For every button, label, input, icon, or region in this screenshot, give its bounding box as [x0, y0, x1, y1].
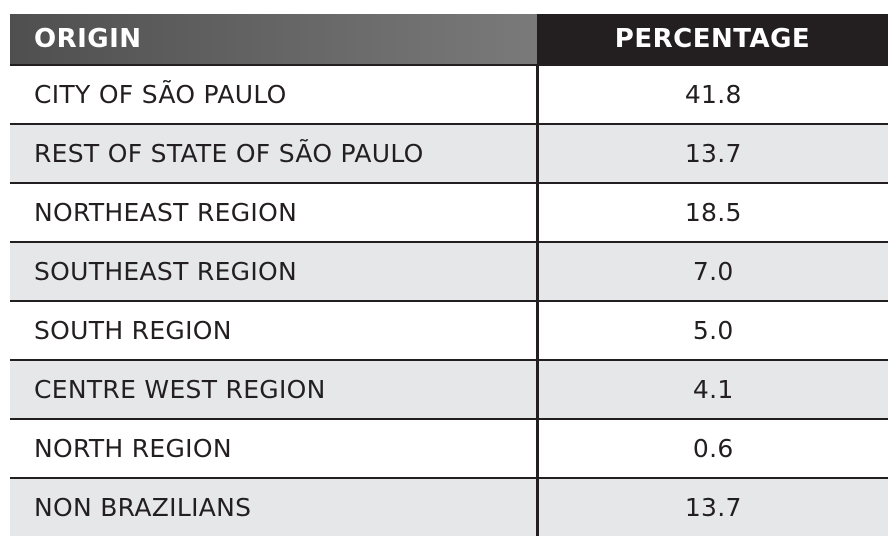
- header-row: ORIGIN PERCENTAGE: [10, 14, 888, 65]
- percentage-cell: 13.7: [537, 478, 888, 536]
- table-header: ORIGIN PERCENTAGE: [10, 14, 888, 65]
- header-cell: PERCENTAGE: [537, 14, 888, 65]
- percentage-cell: 13.7: [537, 124, 888, 184]
- origin-cell: CITY OF SÃO PAULO: [10, 64, 539, 125]
- origin-table: ORIGIN PERCENTAGE CITY OF SÃO PAULO 41.8 R…: [10, 14, 888, 536]
- table-body: CITY OF SÃO PAULO 41.8 REST OF STATE OF SÃ…: [10, 64, 888, 536]
- table-row: REST OF STATE OF SÃO PAULO 13.7: [10, 124, 888, 184]
- table-row: SOUTHEAST REGION 7.0: [10, 242, 888, 302]
- origin-cell: REST OF STATE OF SÃO PAULO: [10, 124, 539, 184]
- table-row: SOUTH REGION 5.0: [10, 301, 888, 361]
- table-row: CENTRE WEST REGION 4.1: [10, 360, 888, 420]
- percentage-cell: 5.0: [537, 301, 888, 361]
- origin-cell: NON BRAZILIANS: [10, 478, 539, 536]
- origin-cell: SOUTH REGION: [10, 301, 539, 361]
- table-container: ORIGIN PERCENTAGE CITY OF SÃO PAULO 41.8 R…: [10, 14, 888, 536]
- table-row: NORTH REGION 0.6: [10, 419, 888, 479]
- origin-cell: NORTHEAST REGION: [10, 183, 539, 243]
- origin-cell: CENTRE WEST REGION: [10, 360, 539, 420]
- origin-cell: SOUTHEAST REGION: [10, 242, 539, 302]
- table-row: CITY OF SÃO PAULO 41.8: [10, 64, 888, 125]
- origin-cell: NORTH REGION: [10, 419, 539, 479]
- percentage-cell: 7.0: [537, 242, 888, 302]
- percentage-cell: 18.5: [537, 183, 888, 243]
- percentage-cell: 4.1: [537, 360, 888, 420]
- table-row: NORTHEAST REGION 18.5: [10, 183, 888, 243]
- percentage-cell: 41.8: [537, 64, 888, 125]
- table-row: NON BRAZILIANS 13.7: [10, 478, 888, 536]
- percentage-cell: 0.6: [537, 419, 888, 479]
- header-cell: ORIGIN: [10, 14, 537, 65]
